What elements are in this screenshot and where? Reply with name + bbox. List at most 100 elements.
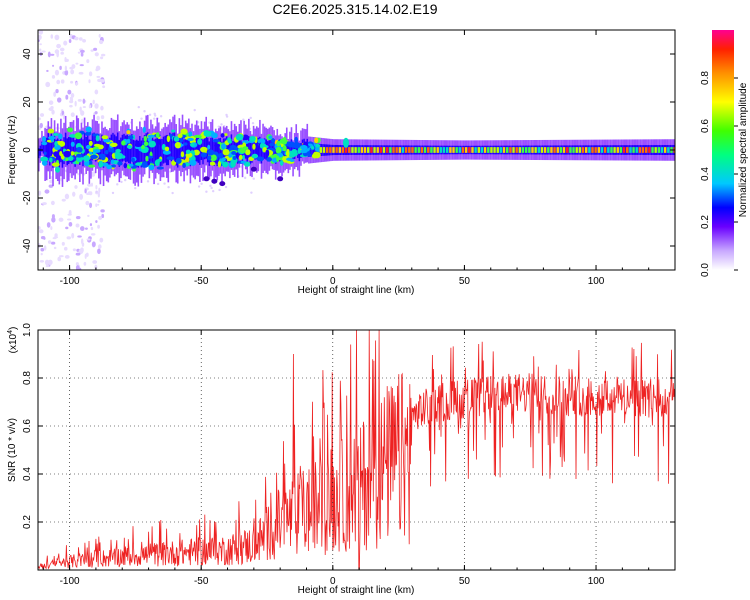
spectrogram-band-core (49, 138, 51, 166)
spectrogram-noise (97, 248, 101, 255)
spectrogram-cell (140, 144, 146, 150)
spectrogram-noise (143, 110, 146, 113)
spectrogram-cell (183, 142, 188, 146)
spectrogram-cell (212, 138, 220, 143)
spectrogram-noise (38, 117, 41, 121)
spectrogram-noise (38, 30, 44, 35)
spectrogram-noise (159, 115, 163, 118)
spectrogram-noise (80, 52, 84, 57)
spectrogram-cell (285, 150, 290, 157)
spectrogram-cell (101, 135, 109, 140)
spectrogram-band-core (236, 141, 239, 164)
spectrogram-cell (180, 151, 185, 158)
spectrogram-cell (180, 128, 188, 135)
spectrogram-noise (65, 94, 69, 100)
spectrogram-band-core (169, 132, 171, 160)
spectrogram-cell (300, 149, 308, 154)
x-tick-label: 50 (459, 576, 471, 587)
spectrogram-band-core (183, 139, 185, 166)
spectrogram-band-core (151, 136, 154, 164)
spectrogram-band-core (85, 137, 87, 164)
spectrogram-cell (187, 137, 194, 142)
spectrogram-carrier (344, 147, 348, 153)
spectrogram-band-core (146, 132, 149, 160)
spectrogram-cell (132, 168, 136, 172)
spectrogram-noise (146, 180, 150, 183)
spectrogram-carrier (487, 147, 490, 153)
spectrogram-cell (270, 138, 276, 143)
spectrogram-carrier (382, 147, 386, 153)
spectrogram-carrier (464, 147, 468, 153)
spectrogram-cell (229, 145, 237, 149)
spectrogram-noise (94, 111, 98, 115)
spectrogram-carrier (667, 147, 670, 153)
spectrogram-carrier (427, 147, 430, 153)
spectrogram-noise (210, 186, 213, 190)
spectrogram-band-core (93, 132, 95, 160)
spectrogram-carrier (556, 147, 559, 153)
spectrogram-carrier (502, 147, 506, 153)
spectrogram-noise (57, 256, 62, 262)
spectrogram-carrier (657, 147, 661, 153)
spectrogram-cell (276, 140, 281, 147)
spectrogram-cell (166, 135, 171, 143)
spectrogram-noise (94, 89, 99, 95)
spectrogram-band-core (56, 138, 59, 166)
spectrogram-carrier (414, 147, 417, 153)
spectrogram-noise (51, 217, 56, 223)
spectrogram-cell (245, 149, 251, 156)
spectrogram-cell (43, 151, 47, 156)
spectrogram-noise (100, 115, 105, 120)
spectrogram-noise (153, 117, 156, 120)
spectrogram-carrier (452, 147, 455, 153)
spectrogram-cell (51, 162, 60, 167)
spectrogram-cell (117, 161, 123, 166)
spectrogram-noise (78, 37, 83, 41)
spectrogram-cell (193, 134, 202, 139)
y-tick-label: 0.4 (22, 467, 33, 481)
spectrogram-noise (98, 187, 101, 193)
spectrogram-noise (61, 110, 65, 116)
spectrogram-cell (185, 149, 191, 154)
spectrogram-cell (162, 150, 171, 155)
spectrogram-band-core (248, 136, 250, 158)
spectrogram-noise (64, 193, 70, 200)
spectrogram-noise (77, 51, 81, 54)
spectrogram-band-core (218, 138, 220, 163)
spectrogram-noise (89, 202, 93, 209)
spectrogram-carrier (610, 147, 613, 153)
spectrogram-noise (98, 33, 101, 38)
spectrogram-carrier (370, 147, 373, 153)
spectrogram-band-core (170, 134, 173, 162)
spectrogram-noise (41, 202, 47, 206)
spectrogram-cell (230, 160, 236, 168)
spectrogram-noise (95, 220, 98, 223)
colorbar-tick-label: 0.8 (700, 71, 711, 85)
spectrogram-noise (68, 221, 73, 227)
spectrogram-cell (211, 132, 218, 139)
spectrogram-band-core (211, 135, 214, 160)
spectrogram-noise (50, 200, 55, 206)
spectrogram-cell (217, 161, 222, 168)
spectrogram-noise (69, 66, 74, 70)
spectrogram-cell (179, 138, 184, 143)
spectrogram-noise (64, 65, 68, 72)
spectrogram-noise (59, 65, 62, 71)
spectrogram-noise (46, 222, 51, 228)
spectrogram-cell (134, 143, 142, 148)
y-tick-label: 0 (22, 147, 33, 153)
spectrogram-carrier (379, 147, 383, 153)
figure-title: C2E6.2025.315.14.02.E19 (272, 1, 437, 17)
spectrogram-carrier (588, 147, 591, 153)
spectrogram-band-core (60, 135, 62, 163)
spectrogram-noise (62, 114, 65, 120)
spectrogram-cell (166, 156, 175, 161)
spectrogram-noise (97, 203, 100, 206)
spectrogram-band-core (154, 138, 157, 166)
spectrogram-cell (224, 133, 228, 137)
spectrogram-noise (88, 79, 91, 84)
spectrogram-cell (257, 138, 266, 145)
spectrogram-noise (102, 85, 106, 89)
spectrogram-noise (88, 104, 92, 109)
spectrogram-noise (93, 47, 98, 51)
